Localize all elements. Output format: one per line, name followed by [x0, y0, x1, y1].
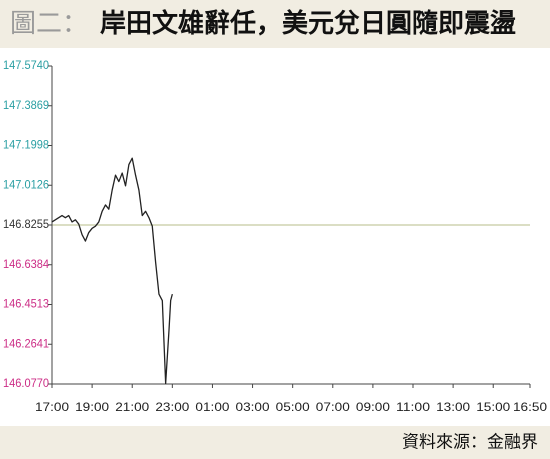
chart-title: 岸田文雄辭任，美元兌日圓隨即震盪 — [100, 8, 516, 38]
x-tick-label: 23:00 — [155, 400, 189, 414]
y-tick-label: 146.6384 — [3, 257, 49, 271]
x-tick-label: 21:00 — [115, 400, 149, 414]
x-tick-label: 09:00 — [356, 400, 390, 414]
x-tick-label: 03:00 — [236, 400, 270, 414]
y-tick-label: 146.2641 — [3, 336, 49, 350]
y-tick-label: 146.8255 — [3, 217, 49, 231]
x-tick-label: 16:50 — [513, 400, 547, 414]
x-tick-label: 01:00 — [195, 400, 229, 414]
figure-label: 圖二： — [10, 8, 88, 38]
y-tick-label: 147.0126 — [3, 177, 49, 191]
x-tick-label: 05:00 — [276, 400, 310, 414]
y-tick-label: 146.4513 — [3, 297, 49, 311]
x-tick-label: 17:00 — [35, 400, 69, 414]
x-tick-label: 07:00 — [316, 400, 350, 414]
title-bar — [0, 0, 550, 48]
y-tick-label: 147.5740 — [3, 58, 49, 72]
footer-bar — [0, 426, 550, 459]
y-tick-label: 147.1998 — [3, 138, 49, 152]
x-tick-label: 19:00 — [75, 400, 109, 414]
y-tick-label: 146.0770 — [3, 376, 49, 390]
x-tick-label: 13:00 — [436, 400, 470, 414]
x-tick-label: 11:00 — [396, 400, 430, 414]
price-line — [51, 157, 173, 385]
y-tick-label: 147.3869 — [3, 98, 49, 112]
source: 資料來源：金融界 — [402, 432, 538, 451]
x-tick-label: 15:00 — [476, 400, 510, 414]
